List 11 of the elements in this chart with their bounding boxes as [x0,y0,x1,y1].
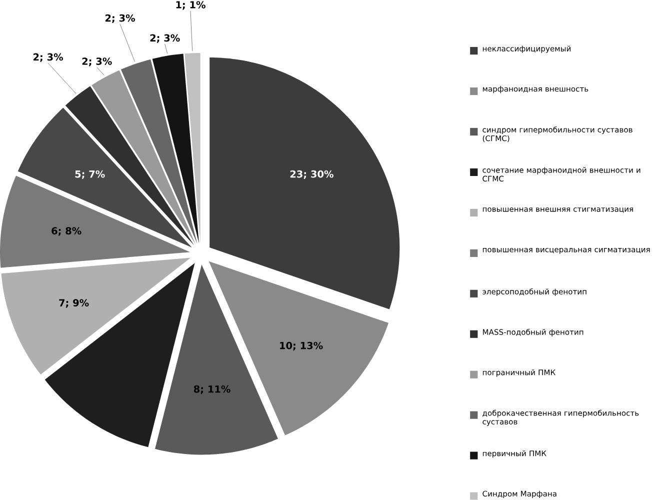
data-label: 2; 3% [150,34,180,43]
data-label: 2; 3% [82,58,112,66]
data-label: 1; 1% [176,1,206,10]
data-label: 5; 7% [75,170,105,180]
data-label: 2; 3% [105,14,136,24]
data-label: 10; 13% [280,342,323,351]
data-label: 6; 8% [52,227,82,236]
data-label: 7; 9% [59,299,89,308]
data-label: 2; 3% [33,53,64,62]
data-label: 23; 30% [290,170,334,180]
data-label: 8; 11% [194,385,230,394]
